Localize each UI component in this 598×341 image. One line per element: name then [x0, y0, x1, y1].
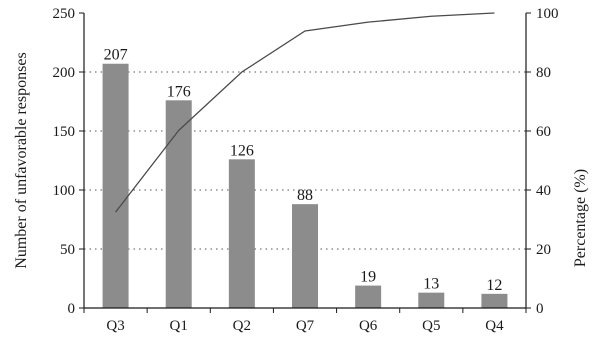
bar-value-label: 12	[486, 277, 502, 294]
x-tick-label: Q6	[359, 318, 378, 334]
x-tick-label: Q3	[106, 318, 124, 334]
x-tick-label: Q4	[485, 318, 504, 334]
axes-group	[83, 13, 527, 309]
right-tick-label: 100	[536, 6, 559, 22]
right-axis-ticks: 0 20 40 60 80 100	[526, 6, 559, 317]
left-tick-label: 100	[53, 183, 76, 199]
right-tick-label: 0	[536, 301, 544, 317]
bar	[228, 159, 255, 308]
x-tick-label: Q2	[233, 318, 251, 334]
bar-value-label: 19	[360, 269, 376, 286]
right-tick-label: 40	[536, 183, 551, 199]
bar-value-label: 126	[230, 142, 254, 159]
left-tick-label: 200	[53, 65, 76, 81]
bar	[102, 63, 129, 308]
bar	[418, 292, 445, 308]
left-tick-label: 0	[68, 301, 76, 317]
x-tick-label: Q7	[296, 318, 315, 334]
cumulative-line-group	[115, 12, 495, 213]
x-axis-ticks: Q3 Q1 Q2 Q7 Q6 Q5 Q4	[83, 308, 527, 334]
bar	[481, 293, 508, 308]
bar-value-label: 207	[104, 47, 128, 64]
left-axis-ticks: 0 50 100 150 200 250	[53, 6, 84, 317]
right-tick-label: 20	[536, 242, 551, 258]
left-tick-label: 250	[53, 6, 76, 22]
y2-axis-title: Percentage (%)	[572, 169, 589, 267]
cumulative-percentage-line	[115, 12, 495, 213]
bar	[355, 285, 382, 308]
bar	[292, 204, 318, 308]
x-tick-label: Q5	[422, 318, 440, 334]
bar-value-label: 13	[423, 276, 439, 293]
left-tick-label: 150	[53, 124, 76, 140]
bar-value-label: 88	[297, 187, 313, 204]
bars-group	[102, 63, 508, 308]
bar-labels-group: 207 176 126 88 19 13 12	[104, 47, 503, 294]
x-tick-label: Q1	[170, 318, 188, 334]
right-tick-label: 60	[536, 124, 551, 140]
right-tick-label: 80	[536, 65, 551, 81]
left-tick-label: 50	[60, 242, 75, 258]
y-axis-title: Number of unfavorable responses	[13, 52, 30, 268]
bar-value-label: 176	[167, 83, 191, 100]
bar	[165, 100, 192, 308]
